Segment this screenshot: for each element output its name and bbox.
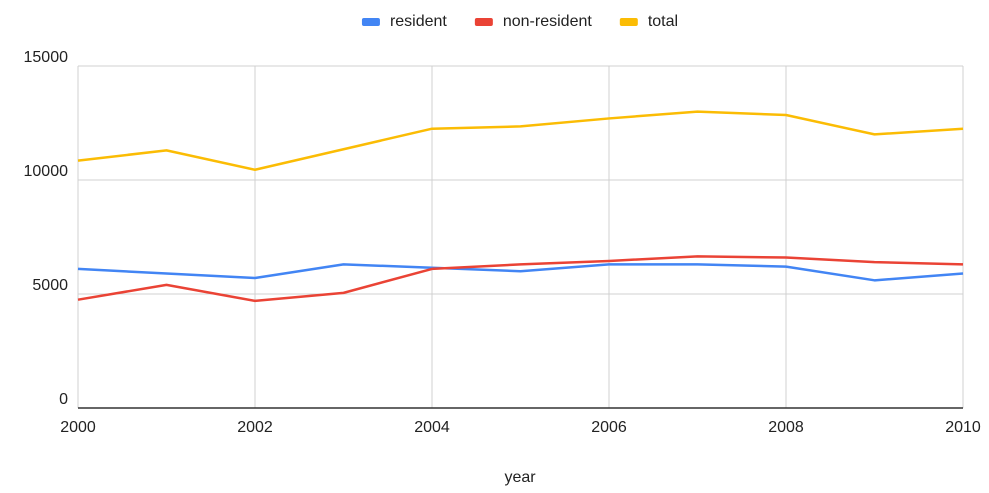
y-tick-label: 5000: [32, 277, 68, 294]
legend-label: non-resident: [503, 13, 593, 30]
legend-label: total: [648, 13, 678, 30]
line-series: [77, 255, 964, 303]
legend-swatch: [474, 18, 493, 26]
x-tick-label: 2004: [414, 419, 450, 436]
x-tick-label: 2002: [237, 419, 273, 436]
legend-swatch: [619, 18, 638, 26]
x-tick-label: 2006: [591, 419, 627, 436]
line-series: [77, 263, 964, 282]
line-series: [77, 110, 964, 171]
x-tick-label: 2010: [945, 419, 981, 436]
legend-label: resident: [390, 13, 447, 30]
legend-swatch: [361, 18, 380, 26]
y-tick-label: 15000: [24, 49, 69, 66]
y-tick-label: 10000: [24, 163, 69, 180]
x-tick-label: 2008: [768, 419, 804, 436]
x-tick-label: 2000: [60, 419, 96, 436]
x-axis-label: year: [504, 469, 536, 486]
y-tick-label: 0: [59, 391, 68, 408]
